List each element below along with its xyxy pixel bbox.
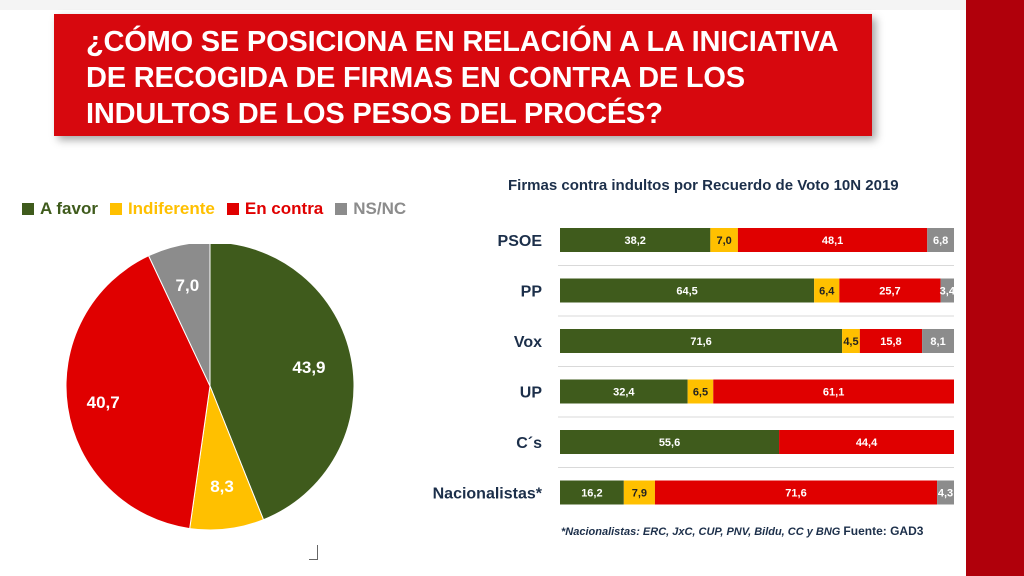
bar-value-label: 4,3	[938, 488, 953, 500]
bar-segment	[560, 430, 780, 454]
legend-item: En contra	[226, 199, 324, 219]
bar-segment	[710, 228, 738, 252]
bar-value-label: 4,5	[843, 336, 858, 348]
bar-segment	[922, 329, 954, 353]
bar-value-label: 44,4	[856, 437, 878, 449]
bar-segment	[737, 228, 928, 252]
bar-value-label: 6,4	[819, 286, 835, 298]
bar-segment	[839, 278, 941, 303]
legend-swatch	[109, 203, 122, 215]
legend-swatch	[226, 203, 239, 215]
bar-segment	[713, 379, 954, 404]
stacked-bar-chart: PSOE 38,2 7,0 48,1 6,8 PP 64,5 6,4 25,7 3,4 Vox 71,…	[433, 228, 956, 505]
bar-segment	[940, 278, 954, 303]
bar-segment	[560, 278, 815, 303]
bar-value-label: 25,7	[879, 286, 900, 298]
footnote-text: *Nacionalistas: ERC, JxC, CUP, PNV, Bild…	[561, 526, 841, 538]
category-label: UP	[520, 385, 543, 402]
category-label: C´s	[516, 435, 542, 452]
bar-segment	[814, 278, 840, 303]
bar-segment	[560, 480, 624, 505]
pie-slice-label: 43,9	[292, 358, 325, 377]
title-banner: ¿CÓMO SE POSICIONA EN RELACIÓN A LA INIC…	[54, 14, 872, 136]
bar-value-label: 8,1	[930, 336, 945, 348]
pie-legend: A favor Indiferente En contra NS/NC	[22, 199, 406, 219]
pie-slice	[209, 244, 355, 521]
bar-value-label: 71,6	[690, 336, 711, 348]
bar-segment	[859, 329, 923, 353]
bar-chart-title: Firmas contra indultos por Recuerdo de V…	[508, 177, 899, 194]
legend-item: A favor	[22, 199, 98, 219]
top-strip	[0, 0, 966, 10]
bar-segment	[927, 228, 954, 252]
bar-segment	[560, 329, 843, 353]
bar-segment	[937, 480, 954, 505]
category-label: PSOE	[498, 233, 543, 250]
bar-segment	[560, 228, 711, 252]
pie-slice	[147, 244, 211, 387]
bar-value-label: 61,1	[823, 387, 844, 399]
bar-segment	[654, 480, 938, 505]
pie-slice-label: 8,3	[210, 477, 234, 496]
legend-label: A favor	[40, 199, 98, 218]
side-band	[966, 0, 1024, 576]
corner-mark	[309, 545, 318, 560]
source-label: Fuente: GAD3	[843, 524, 924, 538]
bar-value-label: 7,0	[716, 235, 731, 247]
legend-item: NS/NC	[335, 199, 406, 219]
bar-value-label: 55,6	[659, 437, 680, 449]
legend-label: NS/NC	[353, 199, 407, 218]
bar-value-label: 15,8	[880, 336, 901, 348]
bar-value-label: 7,9	[632, 488, 647, 500]
bar-value-label: 6,5	[693, 387, 708, 399]
bar-segment	[842, 329, 860, 353]
bar-value-label: 71,6	[785, 488, 806, 500]
bar-value-label: 48,1	[822, 235, 843, 247]
bar-segment	[623, 480, 655, 505]
pie-chart: 43,9 8,3 40,7 7,0	[65, 244, 355, 531]
page-title: ¿CÓMO SE POSICIONA EN RELACIÓN A LA INIC…	[86, 26, 839, 130]
legend-label: En contra	[244, 199, 324, 218]
pie-slice-label: 40,7	[87, 393, 120, 412]
bar-value-label: 32,4	[613, 387, 635, 399]
category-label: Nacionalistas*	[433, 486, 543, 503]
legend-item: Indiferente	[109, 199, 215, 219]
category-label: Vox	[514, 334, 542, 351]
legend-label: Indiferente	[127, 199, 215, 218]
bar-segment	[560, 379, 688, 404]
pie-slice-label: 7,0	[176, 276, 200, 295]
pie-slice	[65, 255, 211, 530]
footnote: *Nacionalistas: ERC, JxC, CUP, PNV, Bild…	[561, 524, 923, 538]
bar-value-label: 16,2	[581, 488, 602, 500]
category-label: PP	[521, 284, 543, 301]
bar-value-label: 64,5	[676, 286, 697, 298]
bar-value-label: 6,8	[933, 235, 948, 247]
bar-value-label: 38,2	[624, 235, 645, 247]
bar-segment	[687, 379, 714, 404]
legend-swatch	[335, 203, 348, 215]
bar-value-label: 3,4	[940, 286, 956, 298]
bar-segment	[779, 430, 954, 454]
legend-swatch	[22, 203, 34, 215]
